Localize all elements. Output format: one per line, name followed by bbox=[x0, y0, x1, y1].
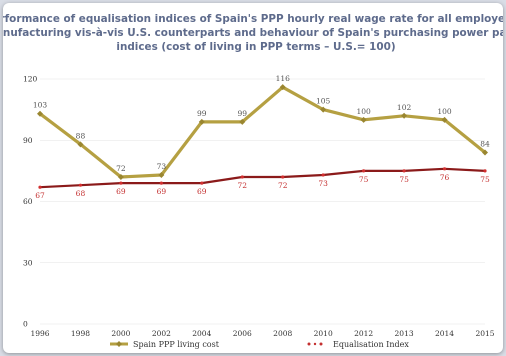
data-label-spain-ppp-2015: 84 bbox=[480, 140, 490, 149]
y-tick-label-90: 90 bbox=[23, 136, 33, 145]
series-point-equalisation-2006 bbox=[240, 175, 244, 179]
data-label-spain-ppp-2010: 105 bbox=[316, 97, 331, 106]
legend-marker-dot bbox=[319, 342, 323, 346]
data-label-spain-ppp-2014: 100 bbox=[437, 107, 452, 116]
chart-card: Performance of equalisation indices of S… bbox=[3, 3, 503, 353]
y-tick-label-30: 30 bbox=[23, 258, 33, 267]
y-tick-label-60: 60 bbox=[23, 197, 33, 206]
data-label-spain-ppp-1998: 88 bbox=[76, 131, 86, 140]
data-label-equalisation-2000: 69 bbox=[116, 187, 126, 196]
series-point-equalisation-2014 bbox=[442, 167, 447, 171]
series-point-equalisation-2012 bbox=[362, 169, 366, 173]
axes: 0 30 60 90 120 1996 1998 2000 2002 2004 2006 2008 20… bbox=[23, 75, 495, 339]
data-label-equalisation-1996: 67 bbox=[35, 191, 45, 200]
series-point-spain-ppp-2012 bbox=[360, 116, 367, 123]
data-label-spain-ppp-2008: 116 bbox=[276, 74, 291, 83]
series-point-spain-ppp-2008 bbox=[279, 84, 286, 91]
data-label-equalisation-2010: 73 bbox=[318, 179, 328, 188]
data-label-spain-ppp-1996: 103 bbox=[33, 101, 48, 110]
x-tick-label-2000: 2000 bbox=[111, 329, 130, 338]
legend-marker-dot bbox=[313, 342, 317, 346]
series-point-spain-ppp-2006 bbox=[239, 118, 246, 125]
series-point-spain-ppp-2013 bbox=[401, 112, 408, 119]
data-label-spain-ppp-2000: 72 bbox=[116, 164, 126, 173]
legend-label-spain-ppp-living-cost: Spain PPP living cost bbox=[133, 340, 220, 349]
grid bbox=[40, 78, 485, 325]
series-point-spain-ppp-2004 bbox=[198, 118, 205, 125]
plot-series bbox=[37, 84, 488, 189]
x-tick-label-2010: 2010 bbox=[314, 329, 333, 338]
x-tick-label-2002: 2002 bbox=[152, 329, 171, 338]
series-point-spain-ppp-2002 bbox=[158, 171, 165, 178]
x-tick-label-1996: 1996 bbox=[30, 329, 49, 338]
series-point-equalisation-2008 bbox=[281, 175, 285, 179]
series-point-spain-ppp-1998 bbox=[77, 141, 84, 148]
series-point-equalisation-2015 bbox=[483, 169, 487, 173]
data-label-equalisation-2006: 72 bbox=[237, 181, 247, 190]
x-tick-label-2008: 2008 bbox=[273, 329, 292, 338]
line-chart: Performance of equalisation indices of S… bbox=[3, 13, 503, 349]
legend: Spain PPP living cost Equalisation Index bbox=[110, 340, 409, 349]
x-tick-label-2014: 2014 bbox=[435, 329, 454, 338]
data-label-equalisation-2014: 76 bbox=[440, 173, 450, 182]
data-label-equalisation-2013: 75 bbox=[399, 175, 409, 184]
series-point-equalisation-1998 bbox=[78, 183, 83, 187]
series-line-spain-ppp-living-cost bbox=[39, 85, 487, 179]
series-point-equalisation-2004 bbox=[200, 181, 204, 185]
series-line-equalisation-index bbox=[39, 167, 486, 189]
series-point-equalisation-2013 bbox=[402, 169, 406, 173]
y-tick-label-120: 120 bbox=[23, 75, 38, 84]
x-tick-label-2013: 2013 bbox=[395, 329, 414, 338]
series-point-equalisation-2010 bbox=[321, 173, 325, 177]
legend-marker-dot bbox=[307, 342, 311, 346]
data-label-equalisation-2008: 72 bbox=[278, 181, 288, 190]
data-label-spain-ppp-2013: 102 bbox=[397, 103, 412, 112]
data-label-equalisation-1998: 68 bbox=[76, 189, 86, 198]
legend-label-equalisation-index: Equalisation Index bbox=[333, 340, 409, 349]
data-label-equalisation-2012: 75 bbox=[359, 175, 369, 184]
data-label-spain-ppp-2012: 100 bbox=[356, 107, 371, 116]
data-label-equalisation-2002: 69 bbox=[157, 187, 167, 196]
data-label-equalisation-2015: 75 bbox=[480, 175, 490, 184]
x-tick-label-2012: 2012 bbox=[354, 329, 373, 338]
series-point-equalisation-2002 bbox=[159, 181, 163, 185]
chart-title-line-1: Performance of equalisation indices of S… bbox=[3, 13, 503, 25]
x-tick-label-1998: 1998 bbox=[71, 329, 90, 338]
x-tick-label-2006: 2006 bbox=[233, 329, 252, 338]
data-label-spain-ppp-2004: 99 bbox=[197, 109, 207, 118]
y-tick-label-0: 0 bbox=[23, 320, 28, 329]
series-point-spain-ppp-2000 bbox=[117, 174, 124, 180]
chart-title-line-2: manufacturing vis-à-vis U.S. counterpart… bbox=[3, 27, 503, 39]
series-point-spain-ppp-2014 bbox=[441, 116, 448, 123]
x-tick-label-2015: 2015 bbox=[475, 329, 494, 338]
series-point-equalisation-1996 bbox=[38, 185, 42, 189]
chart-title-line-3: indices (cost of living in PPP terms – U… bbox=[116, 41, 395, 53]
data-label-spain-ppp-2006: 99 bbox=[237, 109, 247, 118]
series-point-spain-ppp-2015 bbox=[482, 149, 488, 156]
series-point-equalisation-2000 bbox=[119, 181, 123, 185]
chart-title: Performance of equalisation indices of S… bbox=[3, 13, 503, 53]
legend-marker-diamond bbox=[116, 341, 122, 347]
series-point-spain-ppp-2010 bbox=[320, 106, 327, 113]
x-tick-label-2004: 2004 bbox=[192, 329, 211, 338]
data-label-spain-ppp-2002: 73 bbox=[157, 162, 167, 171]
series-point-spain-ppp-1996 bbox=[37, 110, 43, 117]
data-labels: 103 88 72 73 99 99 116 105 100 102 100 84 67 68 69 69 69… bbox=[33, 74, 490, 200]
data-label-equalisation-2004: 69 bbox=[197, 187, 207, 196]
